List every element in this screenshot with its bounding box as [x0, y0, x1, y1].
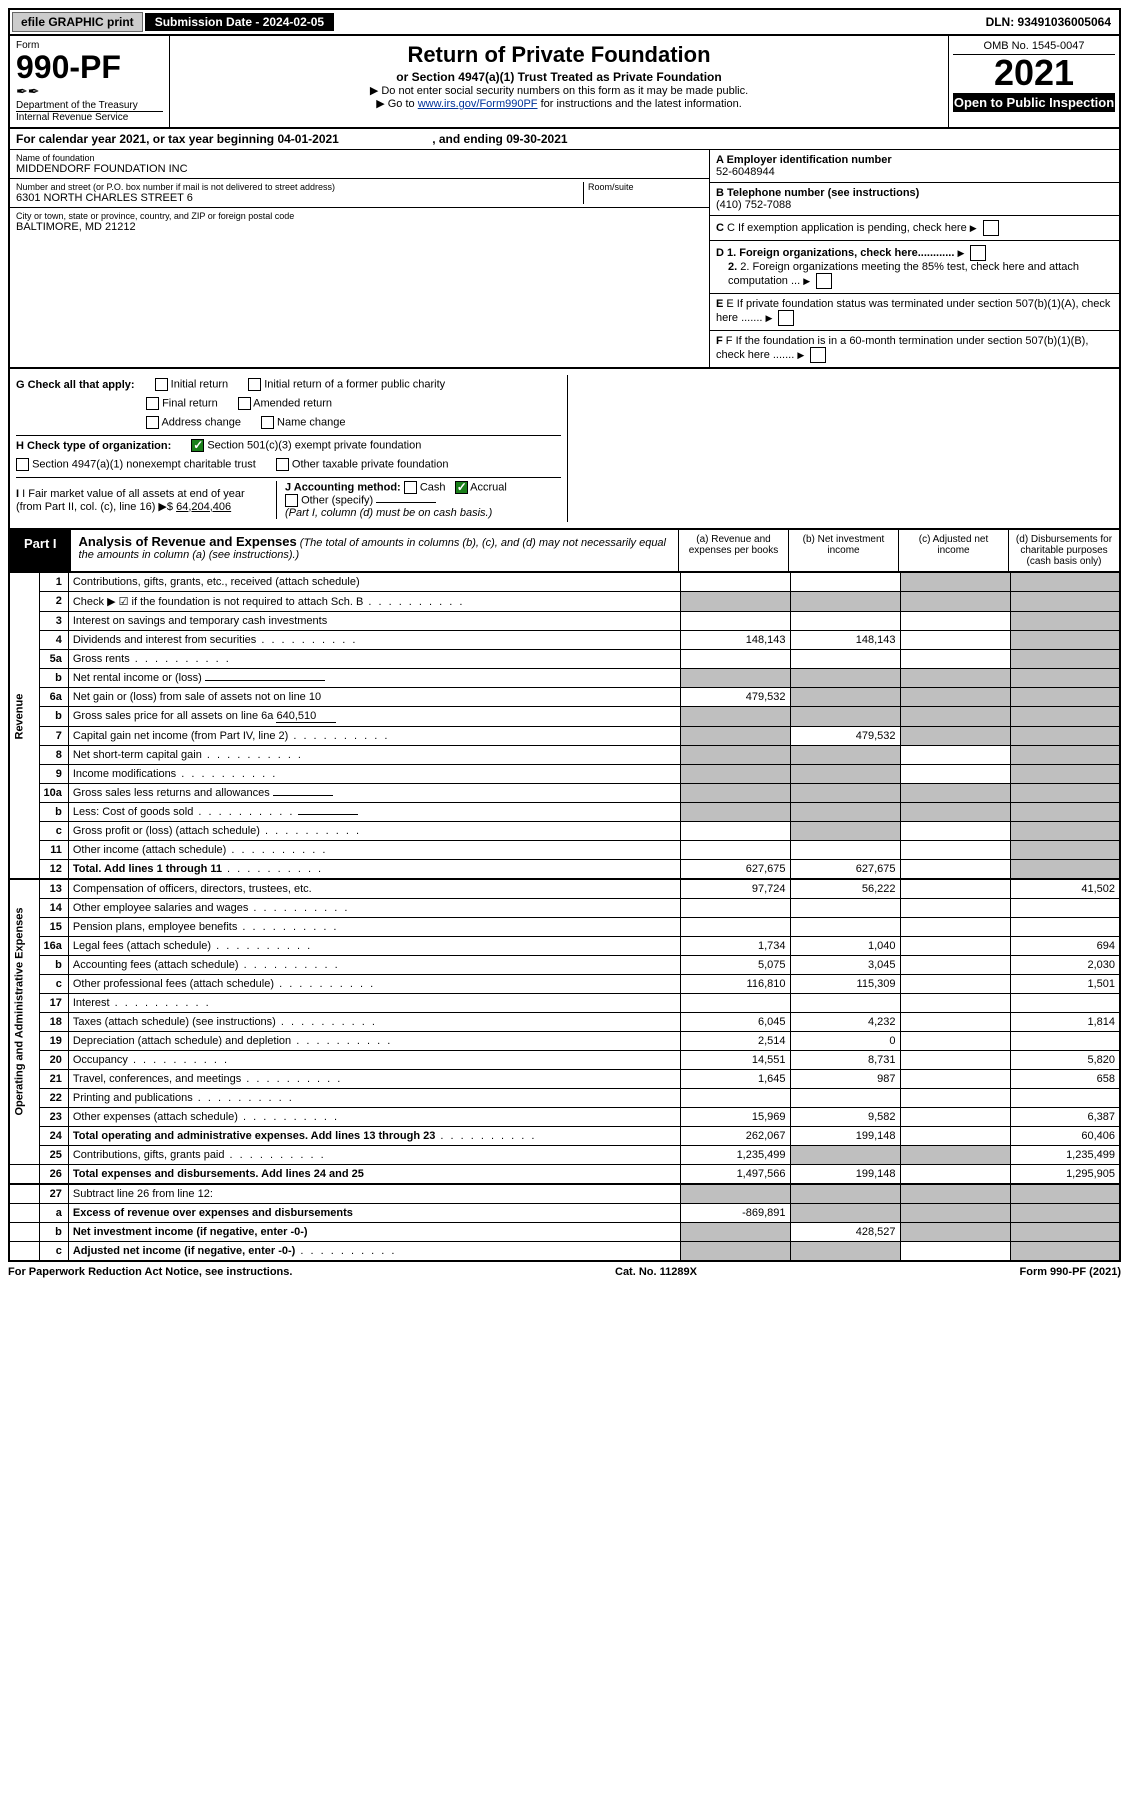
form-header: Form 990-PF ✒✒ Department of the Treasur…	[8, 36, 1121, 129]
i-value: 64,204,406	[176, 501, 231, 513]
dept-label: Department of the Treasury	[16, 100, 163, 111]
e-checkbox[interactable]	[778, 310, 794, 326]
g-former-checkbox[interactable]	[248, 378, 261, 391]
e-label: E If private foundation status was termi…	[716, 298, 1110, 324]
form-subtitle: or Section 4947(a)(1) Trust Treated as P…	[180, 70, 938, 84]
footer-mid: Cat. No. 11289X	[615, 1266, 697, 1278]
warning-line: ▶ Do not enter social security numbers o…	[180, 84, 938, 97]
h-other-checkbox[interactable]	[276, 458, 289, 471]
part1-title: Analysis of Revenue and Expenses	[79, 534, 297, 549]
h-501c3-checkbox[interactable]	[191, 439, 204, 452]
revenue-side-label: Revenue	[9, 573, 39, 860]
part1-tab: Part I	[10, 530, 71, 571]
city-label: City or town, state or province, country…	[16, 211, 703, 221]
expenses-side-label: Operating and Administrative Expenses	[9, 879, 39, 1146]
f-checkbox[interactable]	[810, 347, 826, 363]
goto-post: for instructions and the latest informat…	[538, 98, 742, 110]
top-bar: efile GRAPHIC print Submission Date - 20…	[8, 8, 1121, 36]
form-title: Return of Private Foundation	[180, 42, 938, 68]
g-amended-checkbox[interactable]	[238, 397, 251, 410]
g-final-checkbox[interactable]	[146, 397, 159, 410]
col-d-header: (d) Disbursements for charitable purpose…	[1009, 530, 1119, 571]
footer-right: Form 990-PF (2021)	[1020, 1266, 1121, 1278]
f-label: F If the foundation is in a 60-month ter…	[716, 335, 1088, 361]
calendar-year-row: For calendar year 2021, or tax year begi…	[8, 129, 1121, 150]
g-address-checkbox[interactable]	[146, 416, 159, 429]
form-number: 990-PF	[16, 51, 163, 83]
d2-checkbox[interactable]	[816, 273, 832, 289]
goto-pre: ▶ Go to	[376, 98, 417, 110]
d1-checkbox[interactable]	[970, 245, 986, 261]
page-footer: For Paperwork Reduction Act Notice, see …	[8, 1262, 1121, 1282]
foundation-name: MIDDENDORF FOUNDATION INC	[16, 163, 703, 175]
part1-table: Revenue 1Contributions, gifts, grants, e…	[8, 573, 1121, 1262]
dln-label: DLN: 93491036005064	[978, 13, 1119, 31]
d2-label: 2. Foreign organizations meeting the 85%…	[728, 261, 1079, 287]
c-checkbox[interactable]	[983, 220, 999, 236]
irs-label: Internal Revenue Service	[16, 111, 163, 123]
col-a-header: (a) Revenue and expenses per books	[679, 530, 789, 571]
j-accrual-checkbox[interactable]	[455, 481, 468, 494]
col-b-header: (b) Net investment income	[789, 530, 899, 571]
j-cash-checkbox[interactable]	[404, 481, 417, 494]
d1-label: D 1. Foreign organizations, check here..…	[716, 247, 954, 259]
irs-link[interactable]: www.irs.gov/Form990PF	[418, 98, 538, 110]
h-label: H Check type of organization:	[16, 440, 171, 452]
open-public-badge: Open to Public Inspection	[953, 93, 1115, 112]
col-c-header: (c) Adjusted net income	[899, 530, 1009, 571]
tax-year: 2021	[953, 55, 1115, 91]
foundation-city: BALTIMORE, MD 21212	[16, 221, 703, 233]
c-label: C If exemption application is pending, c…	[727, 222, 967, 234]
foundation-address: 6301 NORTH CHARLES STREET 6	[16, 192, 583, 204]
j-note: (Part I, column (d) must be on cash basi…	[285, 507, 492, 519]
address-label: Number and street (or P.O. box number if…	[16, 182, 583, 192]
name-label: Name of foundation	[16, 153, 703, 163]
phone-label: B Telephone number (see instructions)	[716, 187, 919, 199]
j-label: J Accounting method:	[285, 481, 401, 493]
g-name-checkbox[interactable]	[261, 416, 274, 429]
h-4947-checkbox[interactable]	[16, 458, 29, 471]
room-label: Room/suite	[588, 182, 703, 192]
efile-button[interactable]: efile GRAPHIC print	[12, 12, 143, 32]
submission-date: Submission Date - 2024-02-05	[145, 13, 334, 31]
g-label: G Check all that apply:	[16, 379, 135, 391]
g-initial-checkbox[interactable]	[155, 378, 168, 391]
footer-left: For Paperwork Reduction Act Notice, see …	[8, 1266, 292, 1278]
phone-value: (410) 752-7088	[716, 199, 1113, 211]
identification-block: Name of foundation MIDDENDORF FOUNDATION…	[8, 150, 1121, 369]
j-other-checkbox[interactable]	[285, 494, 298, 507]
check-section: G Check all that apply: Initial return I…	[8, 369, 1121, 530]
ein-value: 52-6048944	[716, 166, 1113, 178]
ein-label: A Employer identification number	[716, 154, 892, 166]
part1-header: Part I Analysis of Revenue and Expenses …	[8, 530, 1121, 573]
